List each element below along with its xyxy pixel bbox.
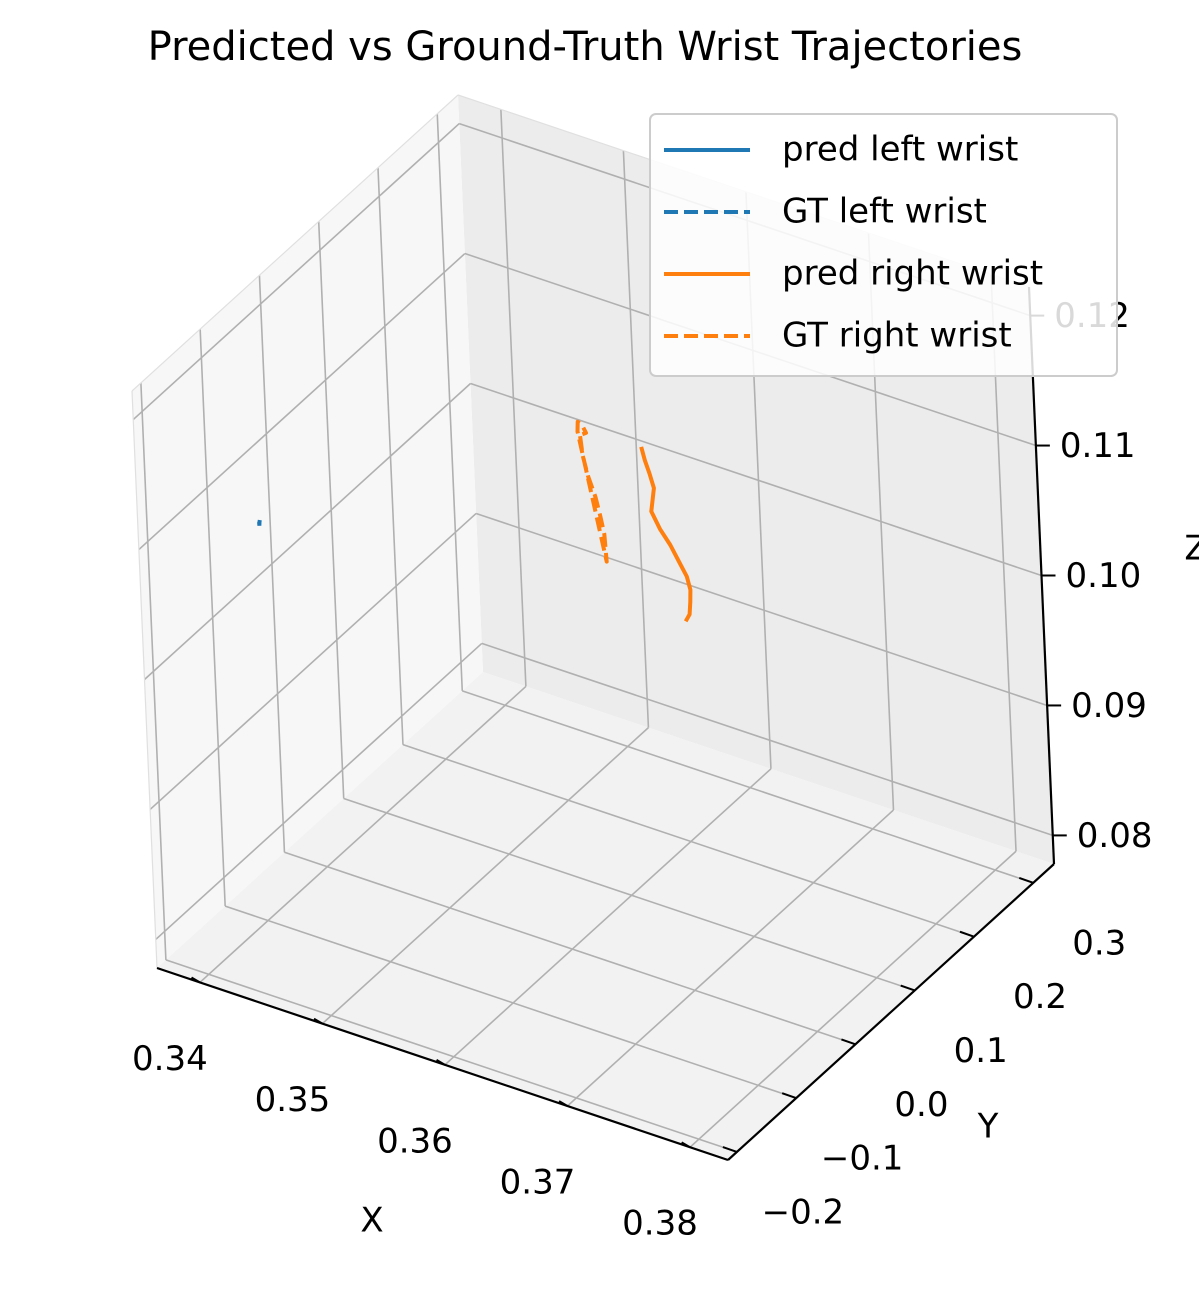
- grid-line-z-side: [155, 642, 483, 941]
- grid-line-z-side: [143, 382, 472, 681]
- legend: pred left wrist GT left wrist pred right w…: [649, 113, 1118, 377]
- y-tick: [959, 930, 975, 938]
- grid-line-y-floor: [165, 959, 738, 1153]
- grid-line-z-back: [470, 382, 1042, 577]
- y-tick: [1018, 876, 1034, 884]
- grid-line-y-floor: [224, 905, 797, 1099]
- grid-line-y-floor: [461, 690, 1034, 884]
- pane-edge: [131, 390, 158, 969]
- y-tick: [781, 1092, 797, 1100]
- data-series: [257, 419, 693, 623]
- z-tick-label: 0.11: [1060, 426, 1136, 466]
- x-tick: [558, 1100, 568, 1107]
- grid-line-y-floor: [284, 851, 856, 1046]
- legend-label: GT left wrist: [782, 192, 987, 232]
- grid-line-y-floor: [402, 743, 975, 938]
- grid-line-z-side: [138, 252, 466, 551]
- pane-edge: [131, 94, 459, 392]
- grid-line-z-side: [132, 122, 460, 421]
- legend-box: [649, 113, 1118, 377]
- grid-line-z-back: [481, 642, 1054, 837]
- grid-line-x-floor: [566, 809, 895, 1107]
- x-tick-label: 0.35: [255, 1080, 331, 1120]
- x-tick-label: 0.37: [500, 1163, 576, 1203]
- x-tick: [436, 1059, 446, 1066]
- legend-label: pred right wrist: [782, 254, 1043, 294]
- floor-pane: [157, 672, 1054, 1160]
- x-axis-label: X: [360, 1201, 383, 1241]
- y-tick-label: −0.2: [762, 1192, 845, 1232]
- x-tick: [313, 1017, 323, 1025]
- x-tick: [190, 976, 201, 984]
- chart-title: Predicted vs Ground-Truth Wrist Trajecto…: [147, 24, 1023, 70]
- x-tick-label: 0.36: [377, 1121, 453, 1161]
- y-tick-label: 0.2: [1013, 977, 1067, 1017]
- grid-line-x-floor: [689, 850, 1017, 1148]
- grid-line-x-floor: [199, 685, 527, 984]
- y-tick-label: −0.1: [821, 1139, 904, 1179]
- z-tick-label: 0.09: [1071, 686, 1147, 726]
- y-tick-label: 0.1: [954, 1031, 1008, 1071]
- legend-label: GT right wrist: [782, 316, 1012, 356]
- z-axis-label: Z: [1184, 529, 1199, 569]
- legend-label: pred left wrist: [782, 130, 1018, 170]
- grid-line-z-side: [149, 512, 477, 811]
- y-axis-label: Y: [977, 1107, 999, 1147]
- x-tick-label: 0.38: [622, 1204, 698, 1244]
- y-tick: [841, 1038, 856, 1046]
- grid-line-y-floor: [343, 797, 915, 992]
- grid-line-x-floor: [444, 768, 772, 1066]
- x-tick-label: 0.34: [132, 1039, 208, 1079]
- z-tick-label: 0.10: [1066, 556, 1142, 596]
- y-tick-label: 0.3: [1072, 923, 1126, 963]
- x-tick: [681, 1141, 691, 1149]
- y-tick: [900, 984, 916, 992]
- y-axis-line: [727, 863, 1055, 1161]
- grid-line-x-floor: [321, 727, 649, 1025]
- y-tick-label: 0.0: [894, 1085, 948, 1125]
- y-tick: [722, 1146, 738, 1153]
- z-tick-label: 0.08: [1077, 816, 1153, 856]
- series-line-pred-right-wrist: [639, 446, 693, 623]
- grid-line-z-back: [475, 512, 1048, 707]
- series-line-gt-right-wrist: [575, 419, 609, 564]
